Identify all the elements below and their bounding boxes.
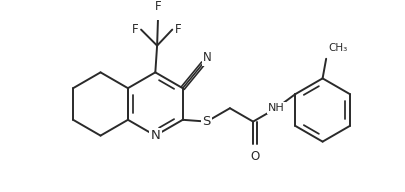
Text: NH: NH	[267, 103, 284, 113]
Text: N: N	[150, 129, 160, 142]
Text: F: F	[131, 23, 138, 36]
Text: CH₃: CH₃	[328, 43, 347, 53]
Text: F: F	[175, 23, 181, 36]
Text: O: O	[249, 150, 259, 163]
Text: N: N	[203, 51, 211, 64]
Text: S: S	[202, 115, 211, 128]
Text: F: F	[154, 0, 161, 13]
